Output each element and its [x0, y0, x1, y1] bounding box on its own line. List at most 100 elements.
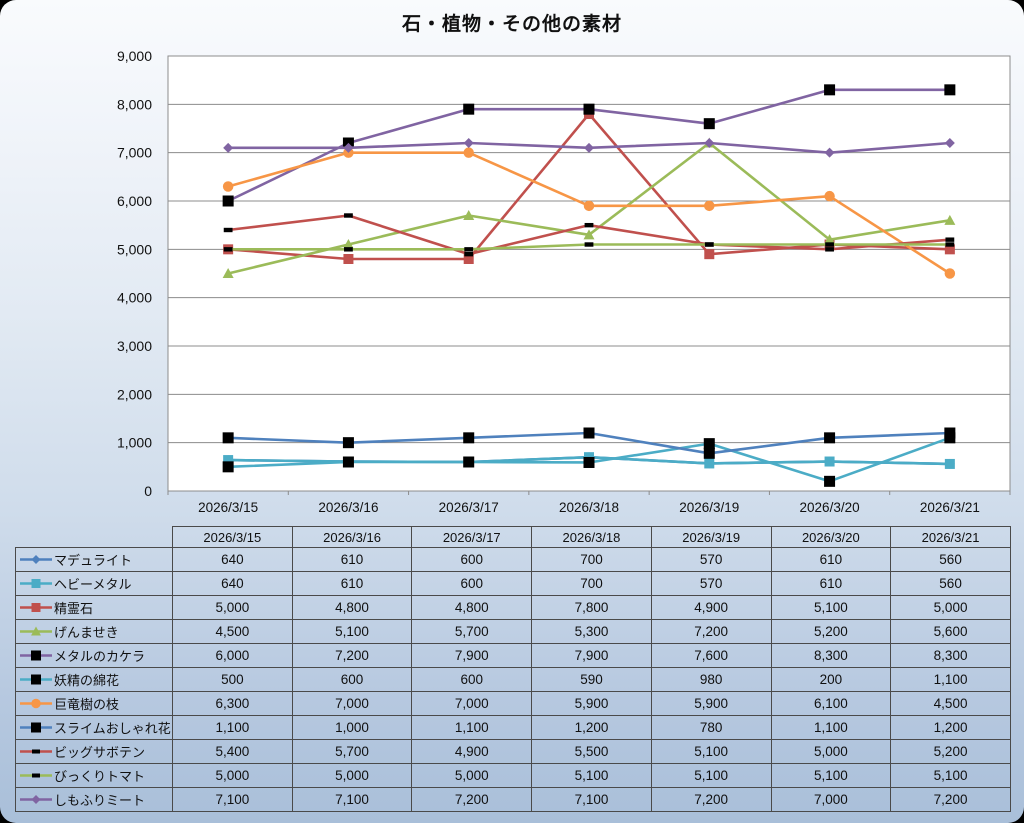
- series-marker: [944, 214, 956, 225]
- value-cell: 7,200: [291, 643, 413, 668]
- value-cell: 7,200: [890, 787, 1011, 812]
- legend-key-icon: [20, 650, 52, 661]
- table-row: スライムおしゃれ花 1,100 1,000 1,100 1,200 780 1,100 1,2…: [15, 715, 1011, 740]
- date-header-cell: 2026/3/17: [411, 526, 533, 548]
- series-marker: [704, 138, 715, 148]
- value-cell: 4,500: [172, 619, 293, 644]
- value-cell: 7,000: [411, 691, 533, 716]
- series-marker: [944, 458, 955, 469]
- value-cell: 7,000: [770, 787, 892, 812]
- value-cell: 600: [411, 667, 533, 692]
- value-cell: 7,100: [531, 787, 652, 812]
- series-3: [222, 137, 956, 278]
- series-marker: [463, 103, 475, 115]
- value-cell: 1,100: [770, 715, 892, 740]
- series-marker: [824, 456, 835, 467]
- series-marker: [464, 247, 474, 252]
- value-cell: 560: [890, 547, 1011, 572]
- x-axis-ticks: [167, 491, 1011, 495]
- legend-key-icon: [20, 579, 52, 588]
- series-marker: [31, 674, 41, 685]
- value-cell: 570: [650, 571, 772, 596]
- series-marker: [944, 427, 956, 439]
- value-cell: 7,900: [531, 643, 652, 668]
- legend-key-icon: [20, 698, 52, 709]
- series-marker: [31, 795, 41, 804]
- legend-key-icon: [20, 603, 52, 612]
- value-cell: 8,300: [770, 643, 892, 668]
- chart-title: 石・植物・その他の素材: [401, 14, 622, 35]
- legend-key-icon: [20, 749, 52, 754]
- table-row: ビッグサボテン 5,400 5,700 4,900 5,500 5,100 5,000 5,2…: [15, 739, 1011, 764]
- y-axis-tick-label: 7,000: [117, 145, 152, 161]
- legend-key-cell: メタルのカケラ: [15, 643, 173, 668]
- value-cell: 200: [770, 667, 892, 692]
- series-marker: [944, 244, 955, 255]
- series-marker: [31, 626, 41, 636]
- value-cell: 7,100: [172, 787, 293, 812]
- series-marker: [583, 427, 595, 439]
- series-name: スライムおしゃれ花: [54, 721, 171, 736]
- table-row: 精霊石 5,000 4,800 4,800 7,800 4,900 5,100 5,000: [15, 595, 1011, 620]
- series-marker: [704, 200, 715, 212]
- series-marker: [31, 555, 41, 564]
- legend-key-icon: [20, 555, 52, 564]
- x-axis-tick-label: 2026/3/17: [439, 500, 499, 515]
- y-axis-tick-label: 2,000: [117, 386, 152, 402]
- table-row: マデュライト 640 610 600 700 570 610 560: [15, 547, 1011, 572]
- series-marker: [464, 251, 474, 257]
- legend-key-cell: 巨竜樹の枝: [15, 691, 173, 716]
- value-cell: 6,000: [172, 643, 293, 668]
- value-cell: 5,000: [291, 763, 413, 788]
- series-marker: [223, 455, 234, 466]
- y-axis-tick-label: 9,000: [117, 48, 152, 64]
- value-cell: 5,100: [770, 595, 892, 620]
- legend-key-cell: げんませき: [15, 619, 173, 644]
- series-marker: [583, 456, 595, 468]
- plot-border: [167, 55, 1011, 492]
- value-cell: 5,500: [531, 739, 652, 764]
- series-marker: [463, 138, 474, 148]
- series-marker: [944, 138, 955, 148]
- series-marker: [31, 650, 41, 661]
- series-marker: [222, 432, 234, 444]
- value-cell: 5,200: [890, 739, 1011, 764]
- y-axis-tick-label: 4,000: [117, 290, 152, 306]
- date-header-cell: 2026/3/16: [291, 526, 413, 548]
- value-cell: 5,000: [890, 595, 1011, 620]
- legend-key-cell: びっくりトマト: [15, 763, 173, 788]
- value-cell: 6,100: [770, 691, 892, 716]
- value-cell: 5,000: [411, 763, 533, 788]
- series-name: 妖精の綿花: [54, 673, 120, 688]
- value-cell: 5,100: [650, 739, 772, 764]
- y-axis-tick-label: 0: [144, 483, 152, 499]
- value-cell: 640: [172, 571, 293, 596]
- value-cell: 5,600: [890, 619, 1011, 644]
- value-cell: 4,900: [650, 595, 772, 620]
- series-9: [223, 242, 955, 252]
- x-axis-tick-label: 2026/3/19: [679, 500, 739, 515]
- series-marker: [342, 437, 354, 449]
- series-marker: [944, 268, 956, 279]
- series-marker: [583, 103, 595, 115]
- series-marker: [463, 456, 475, 468]
- series-name: マデュライト: [54, 553, 133, 568]
- y-axis-tick-label: 3,000: [117, 338, 152, 354]
- y-axis-tick-label: 6,000: [117, 193, 152, 209]
- table-row: 妖精の綿花 500 600 600 590 980 200 1,100: [15, 667, 1011, 692]
- series-marker: [222, 268, 234, 278]
- x-axis-tick-label: 2026/3/20: [800, 500, 860, 515]
- value-cell: 600: [291, 667, 413, 692]
- value-cell: 700: [531, 571, 652, 596]
- series-marker: [704, 249, 715, 260]
- series-marker: [344, 213, 353, 218]
- value-cell: 5,400: [172, 739, 293, 764]
- series-marker: [825, 242, 834, 247]
- value-cell: 5,300: [531, 619, 652, 644]
- y-axis-tick-label: 8,000: [117, 96, 152, 112]
- value-cell: 4,800: [411, 595, 533, 620]
- series-marker: [704, 458, 715, 469]
- series-marker: [222, 181, 234, 192]
- value-cell: 500: [172, 667, 293, 692]
